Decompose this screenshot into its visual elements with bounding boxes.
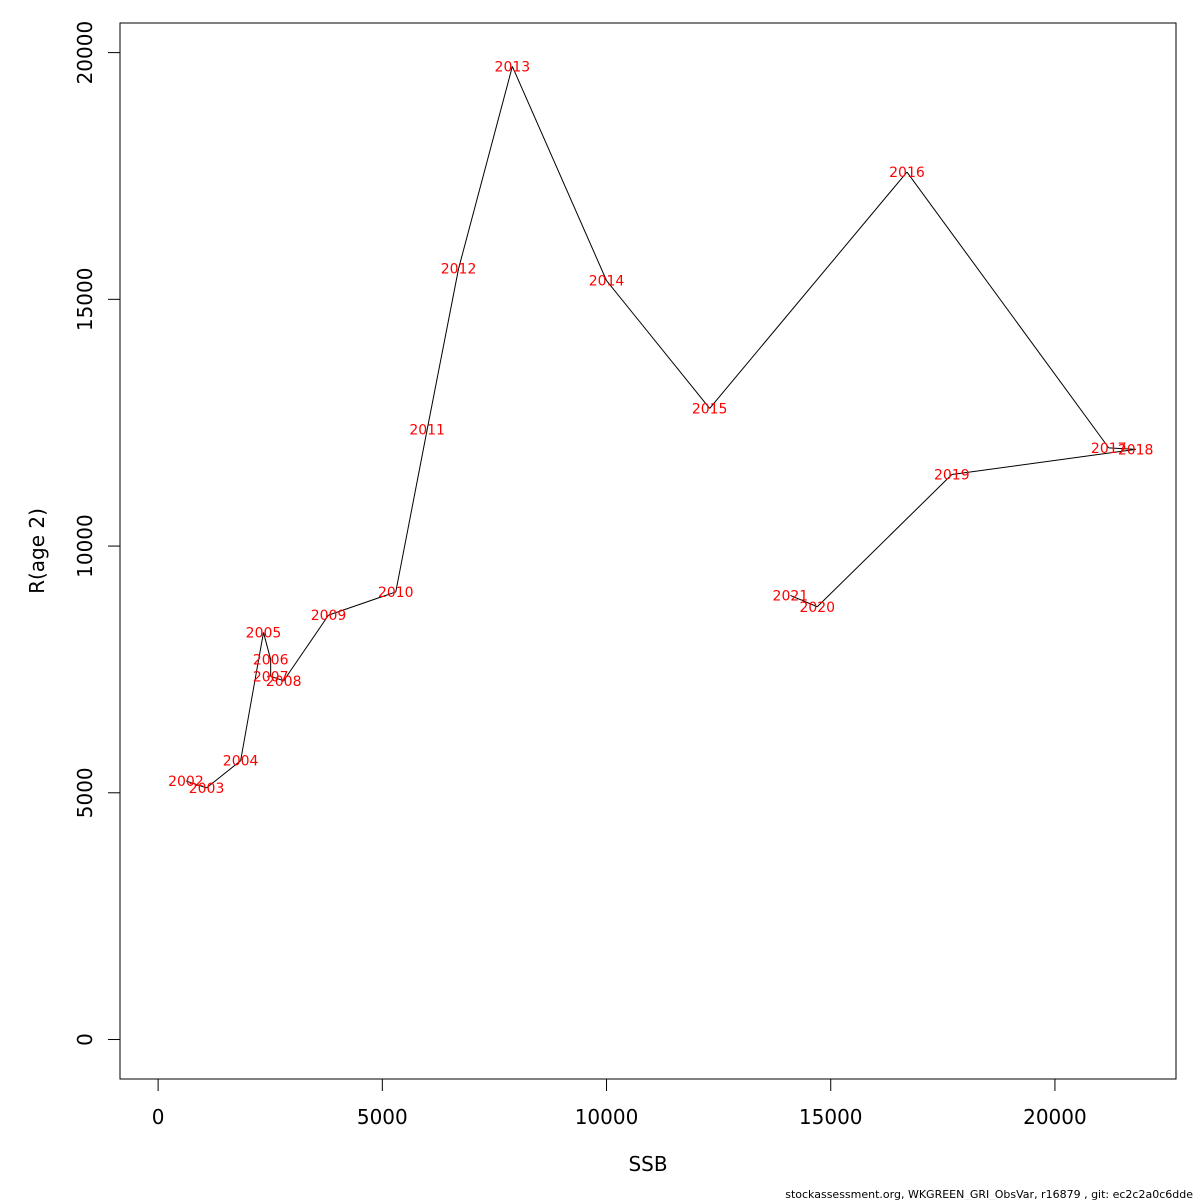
sr-segment-2017-2018	[1108, 447, 1136, 450]
sr-segment-2008-2009	[283, 614, 329, 682]
point-label-2004: 2004	[223, 754, 259, 770]
sr-series	[185, 66, 1136, 789]
point-label-2008: 2008	[266, 674, 302, 690]
point-label-2002: 2002	[168, 774, 204, 790]
sr-segment-2018-2019	[951, 448, 1136, 476]
sr-segment-2020-2021	[790, 594, 818, 608]
point-label-2020: 2020	[799, 600, 835, 616]
sr-segment-2011-2012	[426, 268, 460, 430]
sr-segment-2009-2010	[328, 591, 396, 616]
y-tick-label: 20000	[73, 21, 97, 85]
point-label-2018: 2018	[1118, 442, 1154, 458]
sr-segment-2005-2006	[263, 632, 272, 660]
x-axis: 0 5000 10000 15000 20000	[152, 1078, 1087, 1129]
sr-segment-2004-2005	[240, 632, 264, 761]
point-label-2012: 2012	[441, 262, 477, 278]
sr-segment-2019-2020	[816, 474, 953, 608]
point-label-2019: 2019	[934, 468, 970, 484]
x-axis-title: SSB	[628, 1152, 667, 1176]
sr-segment-2012-2013	[458, 66, 513, 269]
x-tick-label: 20000	[1023, 1105, 1087, 1129]
y-tick-label: 0	[73, 1033, 97, 1046]
x-tick-label: 10000	[575, 1105, 639, 1129]
x-tick-label: 0	[152, 1105, 165, 1129]
point-label-2016: 2016	[889, 165, 925, 181]
sr-segment-2002-2003	[185, 780, 207, 789]
point-label-2010: 2010	[378, 585, 414, 601]
y-tick-label: 10000	[73, 514, 97, 578]
point-label-2005: 2005	[246, 625, 282, 641]
point-label-2014: 2014	[589, 274, 625, 290]
sr-segment-2014-2015	[606, 280, 711, 409]
point-label-2009: 2009	[311, 608, 347, 624]
sr-segment-2007-2008	[270, 675, 284, 682]
point-label-2003: 2003	[189, 781, 225, 797]
point-label-2015: 2015	[692, 401, 728, 417]
footer-note: stockassessment.org, WKGREEN_GRI_ObsVar,…	[785, 1188, 1193, 1200]
x-tick-label: 5000	[357, 1105, 408, 1129]
sr-segment-2003-2004	[206, 760, 241, 789]
sr-segment-2016-2017	[906, 171, 1110, 449]
y-tick-label: 15000	[73, 268, 97, 332]
point-label-2011: 2011	[409, 423, 445, 439]
plot-frame	[119, 22, 1177, 1080]
point-label-2007: 2007	[253, 669, 289, 685]
sr-segment-2013-2014	[511, 66, 607, 281]
y-tick-label: 5000	[73, 767, 97, 818]
sr-segment-2015-2016	[709, 171, 908, 409]
point-label-2017: 2017	[1091, 441, 1127, 457]
sr-segment-2010-2011	[395, 429, 428, 593]
x-tick-label: 15000	[799, 1105, 863, 1129]
y-axis: 0 5000 10000 15000 20000	[73, 21, 121, 1046]
y-axis-title: R(age 2)	[25, 508, 49, 594]
point-label-2013: 2013	[495, 59, 531, 75]
point-label-2021: 2021	[773, 588, 809, 604]
point-label-2006: 2006	[253, 653, 289, 669]
